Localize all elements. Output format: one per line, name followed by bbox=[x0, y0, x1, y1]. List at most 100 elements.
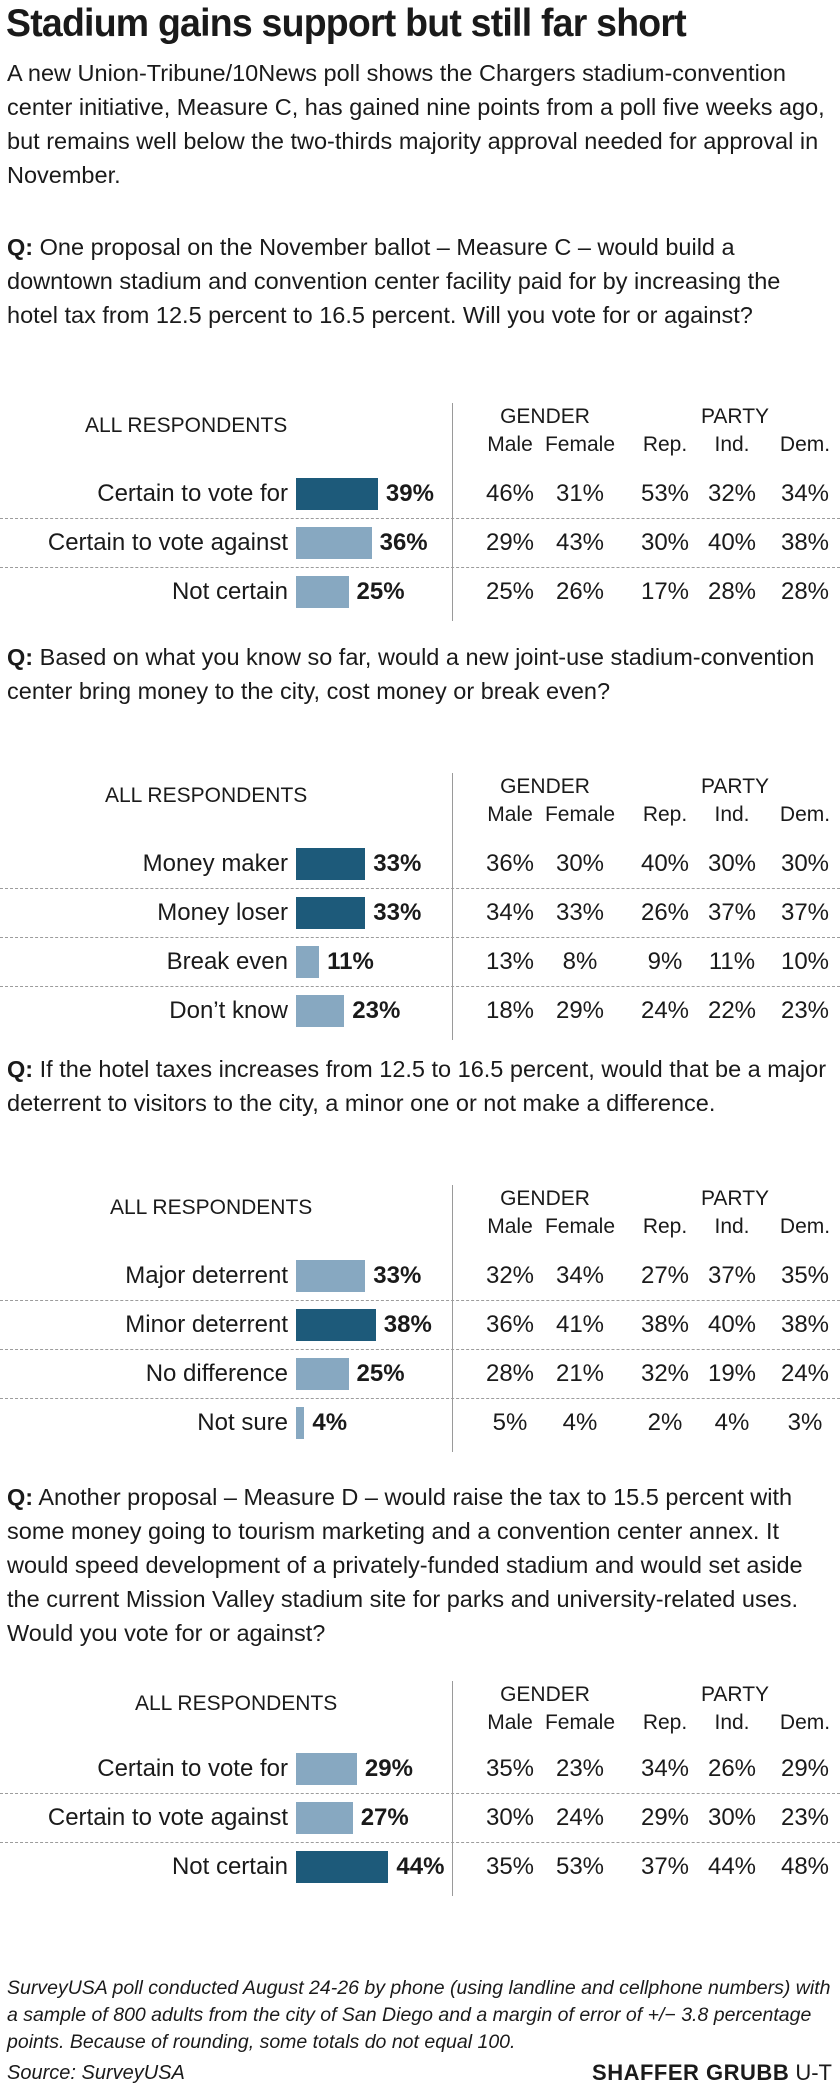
bar-value-label: 25% bbox=[356, 578, 405, 605]
table-cell: 43% bbox=[555, 529, 605, 556]
column-header: Male bbox=[487, 803, 533, 826]
question-text: Q: Another proposal – Measure D – would … bbox=[7, 1480, 833, 1650]
question-prefix: Q: bbox=[7, 1484, 34, 1510]
page-title: Stadium gains support but still far shor… bbox=[6, 2, 687, 45]
table-row: Certain to vote for 39% 46% 31% 53% 32% 34% bbox=[0, 470, 840, 519]
result-bar bbox=[296, 1309, 376, 1341]
table-row: Not certain 44% 35% 53% 37% 44% 48% bbox=[0, 1843, 840, 1891]
table-cell: 30% bbox=[707, 850, 757, 877]
table-cell: 30% bbox=[707, 1804, 757, 1831]
table-cell: 22% bbox=[707, 997, 757, 1024]
all-respondents-header: ALL RESPONDENTS bbox=[110, 1196, 313, 1219]
table-row: Not sure 4% 5% 4% 2% 4% 3% bbox=[0, 1399, 840, 1447]
table-cell: 36% bbox=[485, 1311, 535, 1338]
table-cell: 34% bbox=[640, 1755, 690, 1782]
table-cell: 32% bbox=[707, 480, 757, 507]
table-row: Money loser 33% 34% 33% 26% 37% 37% bbox=[0, 889, 840, 938]
table-cell: 24% bbox=[780, 1360, 830, 1387]
bar-value-label: 44% bbox=[396, 1853, 445, 1880]
table-cell: 26% bbox=[640, 899, 690, 926]
question-prefix: Q: bbox=[7, 644, 34, 670]
question-prefix: Q: bbox=[7, 1056, 34, 1082]
table-cell: 18% bbox=[485, 997, 535, 1024]
bar-value-label: 29% bbox=[364, 1755, 413, 1782]
footnote: SurveyUSA poll conducted August 24-26 by… bbox=[7, 1977, 831, 2053]
row-label: Certain to vote against bbox=[47, 1804, 288, 1831]
column-header: Rep. bbox=[642, 803, 688, 826]
table-cell: 2% bbox=[647, 1409, 683, 1436]
column-header: Male bbox=[487, 1215, 533, 1238]
table-cell: 8% bbox=[562, 948, 598, 975]
table-cell: 23% bbox=[780, 997, 830, 1024]
column-header: Male bbox=[487, 1711, 533, 1734]
table-cell: 31% bbox=[555, 480, 605, 507]
row-label: Don’t know bbox=[169, 997, 288, 1024]
table-cell: 34% bbox=[485, 899, 535, 926]
table-cell: 23% bbox=[780, 1804, 830, 1831]
table-cell: 9% bbox=[647, 948, 683, 975]
column-header: Male bbox=[487, 433, 533, 456]
bar-value-label: 33% bbox=[373, 1262, 422, 1289]
column-header: Rep. bbox=[642, 1215, 688, 1238]
column-header: Ind. bbox=[714, 1215, 750, 1238]
question-prefix: Q: bbox=[7, 234, 34, 260]
bar-value-label: 33% bbox=[373, 850, 422, 877]
table-cell: 5% bbox=[492, 1409, 528, 1436]
column-header: Ind. bbox=[714, 803, 750, 826]
party-header: PARTY bbox=[700, 1683, 770, 1706]
table-cell: 4% bbox=[562, 1409, 598, 1436]
table-cell: 37% bbox=[780, 899, 830, 926]
table-cell: 10% bbox=[780, 948, 830, 975]
column-header: Rep. bbox=[642, 433, 688, 456]
bar-value-label: 11% bbox=[327, 948, 374, 975]
result-bar bbox=[296, 527, 372, 559]
table-cell: 25% bbox=[485, 578, 535, 605]
table-cell: 48% bbox=[780, 1853, 830, 1880]
table-cell: 37% bbox=[640, 1853, 690, 1880]
gender-header: GENDER bbox=[500, 775, 590, 798]
table-cell: 19% bbox=[707, 1360, 757, 1387]
table-cell: 4% bbox=[714, 1409, 750, 1436]
table-cell: 30% bbox=[485, 1804, 535, 1831]
table-cell: 40% bbox=[707, 1311, 757, 1338]
party-header: PARTY bbox=[700, 1187, 770, 1210]
row-label: Not certain bbox=[171, 1853, 288, 1880]
table-cell: 32% bbox=[485, 1262, 535, 1289]
bar-value-label: 38% bbox=[383, 1311, 432, 1338]
table-cell: 33% bbox=[555, 899, 605, 926]
row-label: Minor deterrent bbox=[125, 1311, 288, 1338]
column-header: Dem. bbox=[779, 433, 831, 456]
question-body: Based on what you know so far, would a n… bbox=[7, 644, 815, 704]
all-respondents-header: ALL RESPONDENTS bbox=[135, 1692, 338, 1715]
table-cell: 28% bbox=[485, 1360, 535, 1387]
table-cell: 24% bbox=[640, 997, 690, 1024]
party-header: PARTY bbox=[700, 405, 770, 428]
gender-header: GENDER bbox=[500, 405, 590, 428]
table-cell: 27% bbox=[640, 1262, 690, 1289]
table-cell: 3% bbox=[787, 1409, 823, 1436]
table-row: Money maker 33% 36% 30% 40% 30% 30% bbox=[0, 840, 840, 889]
column-header: Dem. bbox=[779, 803, 831, 826]
column-header: Female bbox=[544, 433, 616, 456]
bar-value-label: 4% bbox=[312, 1409, 348, 1436]
table-row: Not certain 25% 25% 26% 17% 28% 28% bbox=[0, 568, 840, 616]
table-cell: 29% bbox=[485, 529, 535, 556]
result-bar bbox=[296, 946, 320, 978]
result-bar bbox=[296, 1407, 305, 1439]
table-cell: 35% bbox=[485, 1755, 535, 1782]
bar-value-label: 33% bbox=[373, 899, 422, 926]
table-cell: 41% bbox=[555, 1311, 605, 1338]
row-label: Certain to vote against bbox=[47, 529, 288, 556]
table-row: Break even 11% 13% 8% 9% 11% 10% bbox=[0, 938, 840, 987]
bar-value-label: 36% bbox=[379, 529, 428, 556]
row-label: Money maker bbox=[142, 850, 288, 877]
credit: SHAFFER GRUBB U-T bbox=[592, 2060, 832, 2086]
table-cell: 37% bbox=[707, 1262, 757, 1289]
row-label: No difference bbox=[145, 1360, 288, 1387]
column-header: Dem. bbox=[779, 1711, 831, 1734]
source-note: Source: SurveyUSA bbox=[7, 2062, 185, 2084]
table-cell: 34% bbox=[555, 1262, 605, 1289]
table-row: Don’t know 23% 18% 29% 24% 22% 23% bbox=[0, 987, 840, 1035]
row-label: Break even bbox=[166, 948, 288, 975]
